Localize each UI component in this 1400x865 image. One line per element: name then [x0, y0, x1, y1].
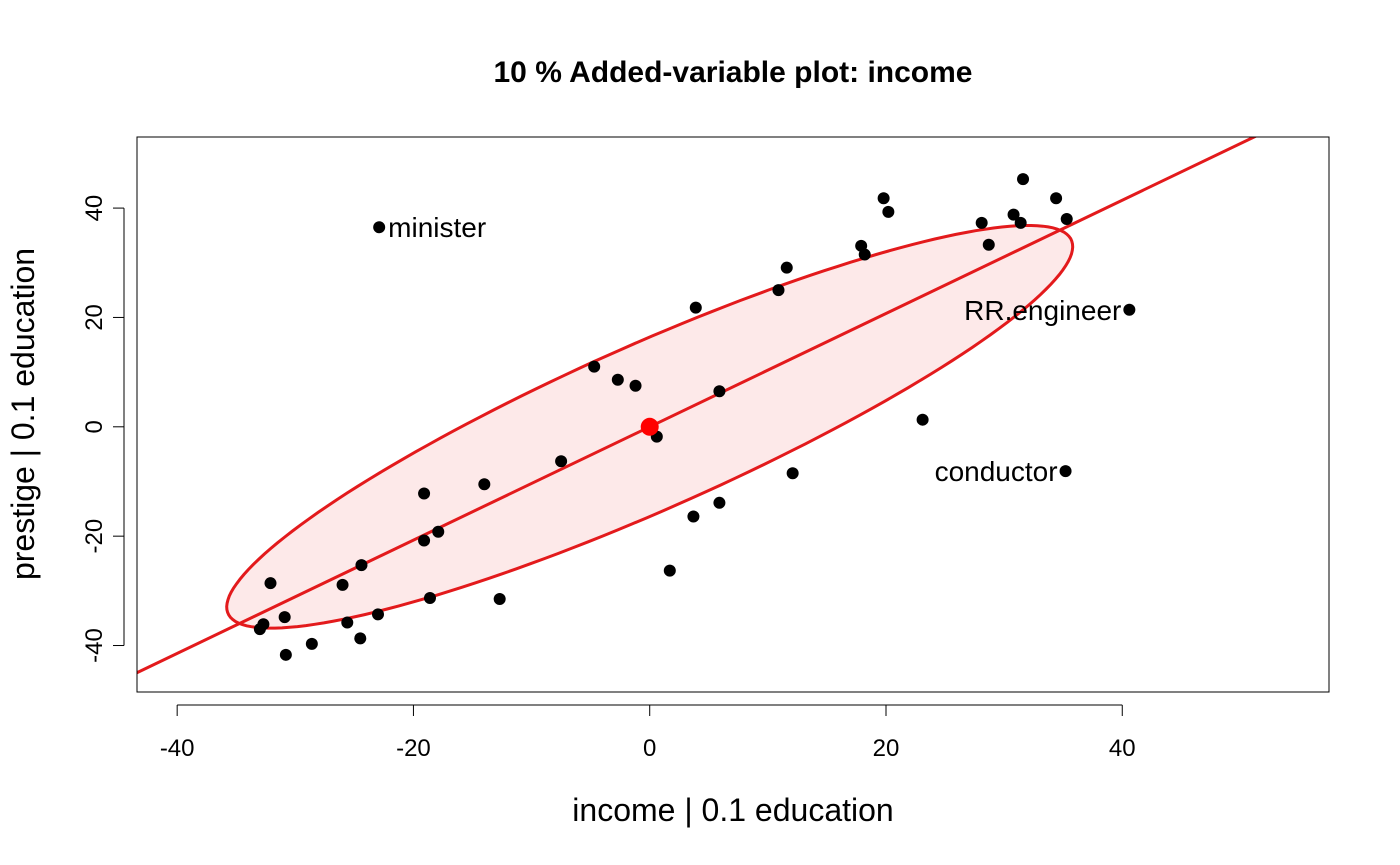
center-point [640, 417, 659, 436]
data-point [713, 496, 726, 509]
data-point [588, 360, 601, 373]
y-axis: -40 -20 0 20 40 [81, 195, 125, 663]
y-tick-label: 20 [81, 304, 108, 331]
data-point [713, 385, 726, 398]
data-point [432, 525, 445, 538]
data-point [772, 284, 785, 297]
data-point [1123, 303, 1136, 316]
data-point [305, 637, 318, 650]
data-point [336, 578, 349, 591]
data-point [1007, 208, 1020, 221]
data-point [418, 534, 431, 547]
data-point [611, 373, 624, 386]
data-point [689, 301, 702, 314]
point-label-conductor: conductor [935, 456, 1058, 487]
data-point [858, 248, 871, 261]
point-label-rr-engineer: RR.engineer [964, 295, 1121, 326]
data-point [423, 591, 436, 604]
data-point [493, 593, 506, 606]
data-point [371, 608, 384, 621]
y-tick-label: 0 [81, 420, 108, 433]
y-tick-label: 40 [81, 195, 108, 222]
data-point [687, 510, 700, 523]
data-point [1050, 192, 1063, 205]
chart-title: 10 % Added-variable plot: income [494, 56, 973, 89]
data-point [629, 379, 642, 392]
data-point [418, 487, 431, 500]
y-axis-label: prestige | 0.1 education [5, 248, 41, 580]
data-point [877, 192, 890, 205]
x-axis: -40 -20 0 20 40 [160, 704, 1136, 762]
data-point [780, 261, 793, 274]
data-point [1060, 213, 1073, 226]
data-point [975, 216, 988, 229]
x-axis-label: income | 0.1 education [572, 792, 893, 828]
data-point [278, 611, 291, 624]
data-points-layer [253, 173, 1136, 661]
y-tick-label: -40 [81, 628, 108, 663]
data-point [373, 221, 386, 234]
data-point [916, 413, 929, 426]
data-point [982, 238, 995, 251]
y-tick-label: -20 [81, 519, 108, 554]
data-point [555, 455, 568, 468]
data-point [1059, 465, 1072, 478]
point-label-minister: minister [388, 212, 486, 243]
x-tick-label: 40 [1109, 735, 1136, 762]
data-point [1017, 173, 1030, 186]
data-point [264, 577, 277, 590]
data-point [253, 623, 266, 636]
x-tick-label: -40 [160, 735, 195, 762]
x-tick-label: 20 [873, 735, 900, 762]
data-point [355, 559, 368, 572]
plot-frame [136, 136, 1330, 693]
regression-line [137, 137, 1258, 675]
data-point [1014, 216, 1027, 229]
data-point [354, 632, 367, 645]
point-labels-layer: minister RR.engineer conductor [388, 212, 1121, 487]
x-tick-label: 0 [643, 735, 656, 762]
data-point [786, 467, 799, 480]
x-tick-label: -20 [396, 735, 431, 762]
data-point [341, 616, 354, 629]
regression-line-layer [137, 137, 1258, 675]
data-point [663, 564, 676, 577]
data-point [478, 478, 491, 491]
data-point [279, 648, 292, 661]
data-point [882, 205, 895, 218]
